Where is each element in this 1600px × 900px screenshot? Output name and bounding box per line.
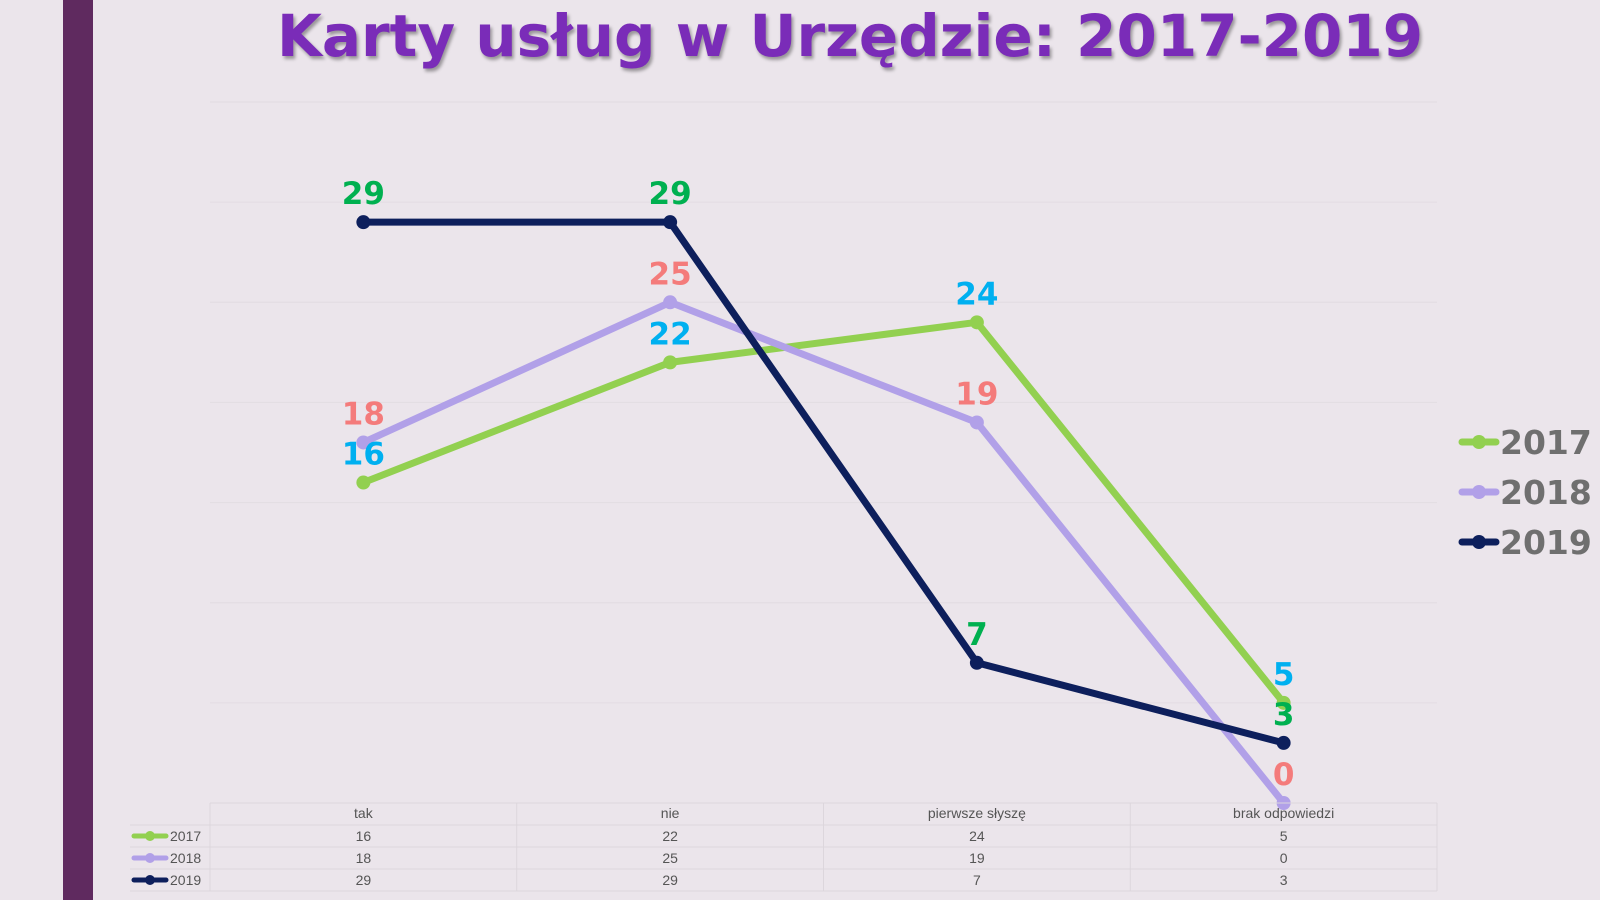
data-label-2017-1: 22 bbox=[649, 316, 692, 352]
table-row-label-2018: 2018 bbox=[170, 850, 201, 866]
point-2017-2 bbox=[969, 315, 984, 330]
legend-label-2018: 2018 bbox=[1500, 473, 1592, 512]
table-row-label-2017: 2017 bbox=[170, 828, 201, 844]
table-header-1: nie bbox=[661, 805, 680, 821]
legend-marker-2019 bbox=[1472, 535, 1486, 549]
point-2019-1 bbox=[663, 215, 678, 230]
table-cell-2019-3: 3 bbox=[1280, 872, 1288, 888]
table-legend-marker-2018 bbox=[145, 853, 155, 863]
legend-marker-2017 bbox=[1472, 435, 1486, 449]
series-line-2017 bbox=[362, 318, 1287, 706]
data-label-2018-2: 19 bbox=[955, 376, 998, 412]
data-label-2018-3: 0 bbox=[1273, 757, 1295, 793]
table-cell-2018-0: 18 bbox=[356, 850, 372, 866]
data-label-2019-2: 7 bbox=[966, 617, 988, 653]
point-2019-2 bbox=[969, 655, 984, 670]
point-2019-0 bbox=[356, 215, 371, 230]
chart-title: Karty usług w Urzędzie: 2017-2019 bbox=[276, 2, 1424, 70]
table-header-3: brak odpowiedzi bbox=[1233, 805, 1334, 821]
data-label-2019-1: 29 bbox=[649, 176, 692, 212]
table-header-2: pierwsze słyszę bbox=[928, 805, 1026, 821]
table-row-label-2019: 2019 bbox=[170, 872, 201, 888]
table-cell-2017-2: 24 bbox=[969, 828, 985, 844]
table-cell-2017-3: 5 bbox=[1280, 828, 1288, 844]
data-label-2017-2: 24 bbox=[955, 276, 998, 312]
table-cell-2019-1: 29 bbox=[662, 872, 678, 888]
data-label-2017-3: 5 bbox=[1273, 657, 1295, 693]
series-line-2019 bbox=[363, 218, 1285, 747]
point-2018-2 bbox=[969, 415, 984, 430]
table-header-0: tak bbox=[354, 805, 374, 821]
point-2017-0 bbox=[356, 475, 371, 490]
point-2018-0 bbox=[356, 435, 371, 450]
table-cell-2018-2: 19 bbox=[969, 850, 985, 866]
point-2019-3 bbox=[1276, 735, 1291, 750]
table-cell-2019-2: 7 bbox=[973, 872, 981, 888]
point-2018-1 bbox=[663, 295, 678, 310]
legend-label-2019: 2019 bbox=[1500, 523, 1592, 562]
table-cell-2019-0: 29 bbox=[356, 872, 372, 888]
data-label-2019-0: 29 bbox=[342, 176, 385, 212]
legend-label-2017: 2017 bbox=[1500, 423, 1592, 462]
data-label-2018-1: 25 bbox=[649, 256, 692, 292]
table-cell-2017-1: 22 bbox=[662, 828, 678, 844]
point-2017-1 bbox=[663, 355, 678, 370]
table-cell-2017-0: 16 bbox=[356, 828, 372, 844]
data-label-2017-0: 16 bbox=[342, 437, 385, 473]
table-legend-marker-2017 bbox=[145, 831, 155, 841]
series-line-2018 bbox=[361, 298, 1287, 806]
data-label-2018-0: 18 bbox=[342, 396, 385, 432]
table-cell-2018-3: 0 bbox=[1280, 850, 1288, 866]
legend-marker-2018 bbox=[1472, 485, 1486, 499]
point-2017-3 bbox=[1276, 695, 1291, 710]
table-legend-marker-2019 bbox=[145, 875, 155, 885]
side-accent-bar bbox=[63, 0, 93, 900]
table-cell-2018-1: 25 bbox=[662, 850, 678, 866]
data-label-2019-3: 3 bbox=[1273, 697, 1295, 733]
